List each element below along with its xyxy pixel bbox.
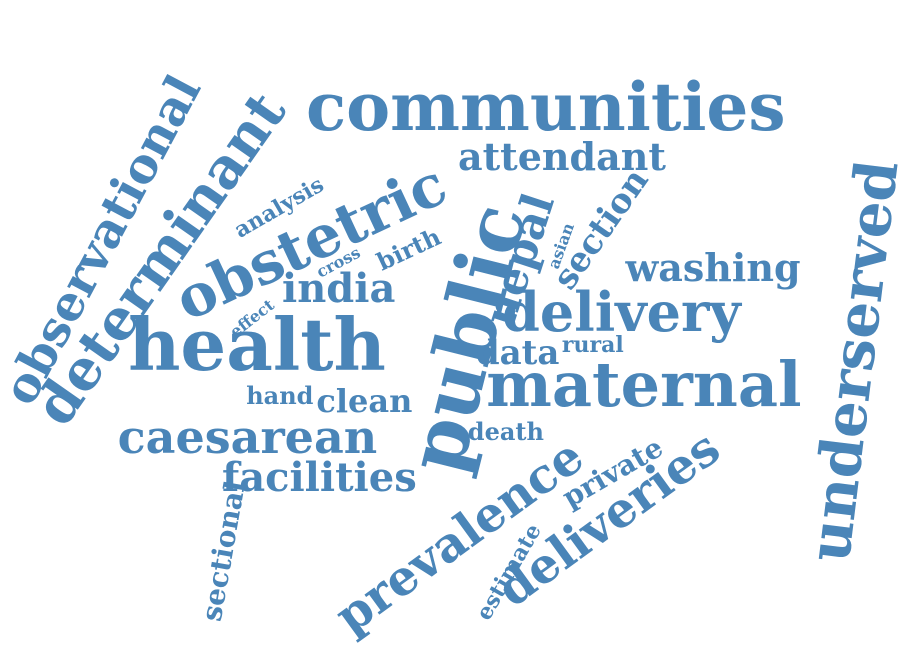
word-facilities: facilities xyxy=(222,458,470,498)
word-data: data xyxy=(476,336,560,370)
word-delivery: delivery xyxy=(502,285,770,339)
word-hand: hand xyxy=(246,384,306,408)
word-sectional: sectional xyxy=(198,465,253,624)
word-washing: washing xyxy=(626,249,791,287)
word-rural: rural xyxy=(562,334,630,356)
word-communities: communities xyxy=(306,74,756,140)
word-death: death xyxy=(468,420,542,444)
word-clean: clean xyxy=(316,385,415,417)
word-underserved: underserved xyxy=(800,165,900,565)
